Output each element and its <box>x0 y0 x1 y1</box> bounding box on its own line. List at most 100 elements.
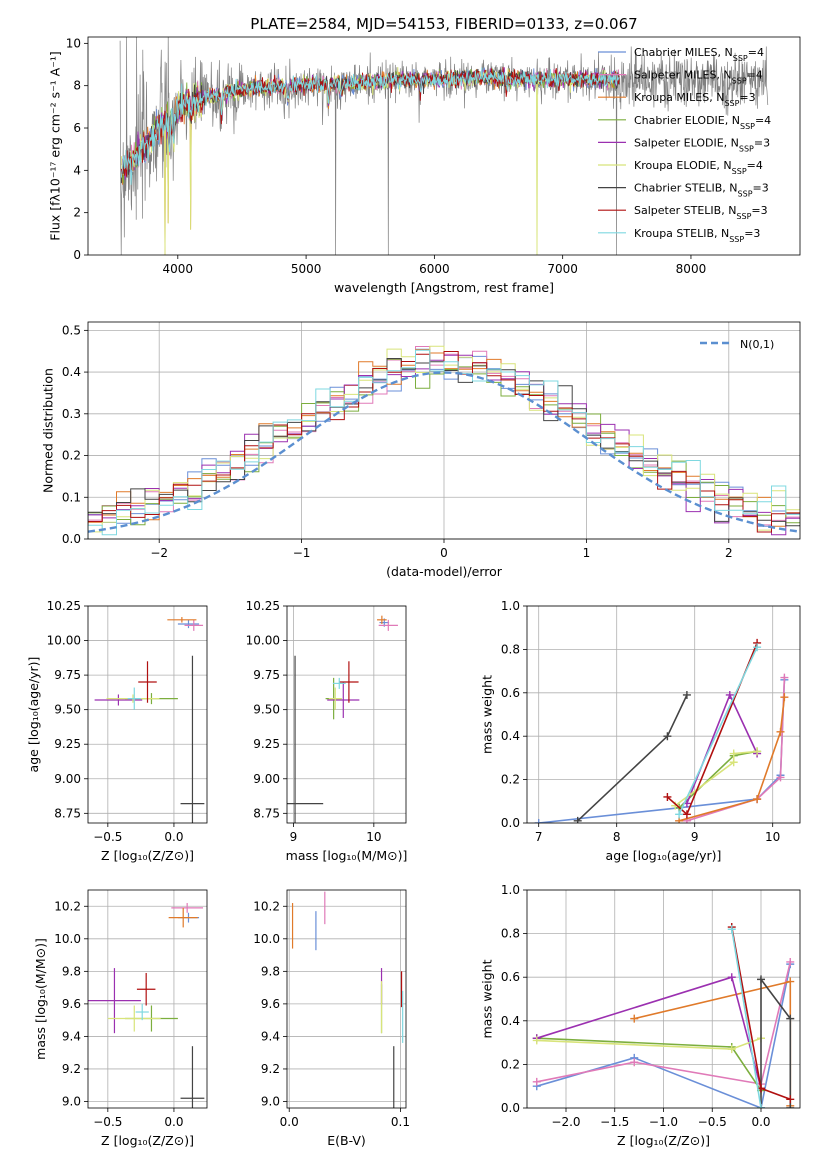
x-tick-label: 7 <box>535 830 543 844</box>
y-tick-label: 9.00 <box>253 772 280 786</box>
y-tick-label: 0.0 <box>501 1101 520 1115</box>
legend-entry-cM: Chabrier MILES, NSSP=4 <box>634 46 764 63</box>
y-tick-label: 9.4 <box>261 1029 280 1043</box>
y-tick-label: 9.75 <box>253 668 280 682</box>
y-tick-label: 0.2 <box>62 449 81 463</box>
legend-tail: =3 <box>744 227 760 240</box>
legend-subscript: SSP <box>736 212 751 221</box>
x-tick-label: 0 <box>440 546 448 560</box>
y-tick-label: 10.0 <box>54 932 81 946</box>
x-tick-label: −1 <box>293 546 311 560</box>
series-marker-cS <box>663 732 672 741</box>
series-line-sM <box>686 677 786 822</box>
series-marker-kM <box>780 693 789 702</box>
x-tick-label: 6000 <box>419 262 450 276</box>
legend-entry-gauss: N(0,1) <box>740 338 774 351</box>
legend-text: Salpeter STELIB, N <box>634 204 736 217</box>
series-marker-sE <box>727 973 736 982</box>
x-axis-label: Z [log₁₀(Z/Z⊙)] <box>101 848 194 863</box>
legend-entry-kE: Kroupa ELODIE, NSSP=4 <box>634 159 763 176</box>
x-tick-label: 7000 <box>547 262 578 276</box>
series-marker-sM <box>786 957 795 966</box>
y-tick-label: 10.00 <box>47 634 81 648</box>
legend-text: Salpeter MILES, N <box>634 69 732 82</box>
series-marker-cS <box>682 690 691 699</box>
y-tick-label: 0.1 <box>62 490 81 504</box>
observed-spectrum <box>119 37 769 255</box>
x-axis-label: Z [log₁₀(Z/Z⊙)] <box>617 1133 710 1148</box>
histogram-kS <box>88 349 800 539</box>
series-line-cS <box>577 694 688 822</box>
legend-text: Kroupa MILES, N <box>634 91 724 104</box>
y-axis-label: mass weight <box>479 675 494 754</box>
axes-frame <box>87 605 208 824</box>
y-tick-label: 9.8 <box>261 964 280 978</box>
plot-area-mass_ebv <box>291 891 404 1108</box>
y-tick-label: 9.25 <box>253 737 280 751</box>
plot-area-residuals <box>88 345 800 539</box>
y-tick-label: 0.0 <box>62 532 81 546</box>
legend-subscript: SSP <box>740 121 755 130</box>
y-tick-label: 9.25 <box>54 737 81 751</box>
y-tick-label: 2 <box>73 206 81 220</box>
y-tick-label: 9.6 <box>62 997 81 1011</box>
series-line-sE <box>536 976 762 1089</box>
plot-area-mw_age <box>534 638 789 823</box>
panel-spectrum: 4000 5000 6000 7000 8000 0 2 4 6 8 10 wavelength [A… <box>48 15 801 295</box>
series-marker-sS <box>682 810 691 819</box>
y-tick-label: 9.8 <box>62 964 81 978</box>
series-line-sM <box>536 961 792 1085</box>
plot-area-mass_Z <box>88 903 205 1108</box>
series-marker-sE <box>725 690 734 699</box>
legend-text: Kroupa ELODIE, N <box>634 159 732 172</box>
y-tick-label: 0.8 <box>501 927 520 941</box>
legend-tail: =4 <box>747 69 763 82</box>
x-tick-label: −0.5 <box>698 1115 727 1129</box>
plot-area-mw_Z <box>532 923 795 1108</box>
x-tick-label: 2 <box>725 546 733 560</box>
x-tick-label: 0.0 <box>751 1115 770 1129</box>
series-marker-kM <box>786 977 795 986</box>
series-marker-cS <box>573 816 582 823</box>
series-line-sS <box>666 642 758 816</box>
series-marker-sM <box>776 773 785 782</box>
model-spectrum-kS <box>120 67 620 185</box>
legend-text: Salpeter ELODIE, N <box>634 136 739 149</box>
x-tick-label: 10 <box>765 830 780 844</box>
y-tick-label: 0.6 <box>501 686 520 700</box>
series-marker-kM <box>753 795 762 804</box>
axes-frame <box>286 889 407 1109</box>
legend-subscript: SSP <box>738 189 753 198</box>
legend-entry-sM: Salpeter MILES, NSSP=4 <box>634 69 763 86</box>
series-marker-kE <box>532 1036 541 1045</box>
x-tick-label: −1.0 <box>649 1115 678 1129</box>
series-marker-sS <box>786 1095 795 1104</box>
y-tick-label: 9.4 <box>62 1029 81 1043</box>
x-axis-label: mass [log₁₀(M/M⊙)] <box>286 848 408 863</box>
plot-area-age_mass <box>287 615 398 823</box>
y-tick-label: 9.00 <box>54 772 81 786</box>
legend-tail: =3 <box>753 182 769 195</box>
x-tick-label: 9 <box>290 830 298 844</box>
legend-entry-cS: Chabrier STELIB, NSSP=3 <box>634 182 769 199</box>
x-axis-label: E(B-V) <box>327 1133 366 1148</box>
y-tick-label: 9.6 <box>261 997 280 1011</box>
series-marker-sM <box>780 673 789 682</box>
y-tick-label: 0.4 <box>62 365 81 379</box>
panel-residuals: −2 −1 0 1 2 0.0 0.1 0.2 0.3 0.4 0.5 (data-model)/er… <box>40 321 801 579</box>
legend-tail: =4 <box>747 159 763 172</box>
axes-frame <box>526 605 801 824</box>
y-tick-label: 1.0 <box>501 599 520 613</box>
x-tick-label: 0.0 <box>164 830 183 844</box>
legend-subscript: SSP <box>733 54 748 63</box>
x-tick-label: 0.1 <box>391 1115 410 1129</box>
y-tick-label: 9.50 <box>253 703 280 717</box>
x-tick-label: −0.5 <box>93 830 122 844</box>
y-tick-label: 6 <box>73 121 81 135</box>
panel-age_Z: −0.5 0.0 8.75 9.00 9.25 9.50 9.75 10.00 10.25 Z [… <box>26 599 208 863</box>
y-tick-label: 0.0 <box>501 816 520 830</box>
y-tick-label: 10.2 <box>253 899 280 913</box>
series-line-kS <box>731 929 762 1108</box>
x-tick-label: −2 <box>150 546 168 560</box>
x-tick-label: 8000 <box>676 262 707 276</box>
